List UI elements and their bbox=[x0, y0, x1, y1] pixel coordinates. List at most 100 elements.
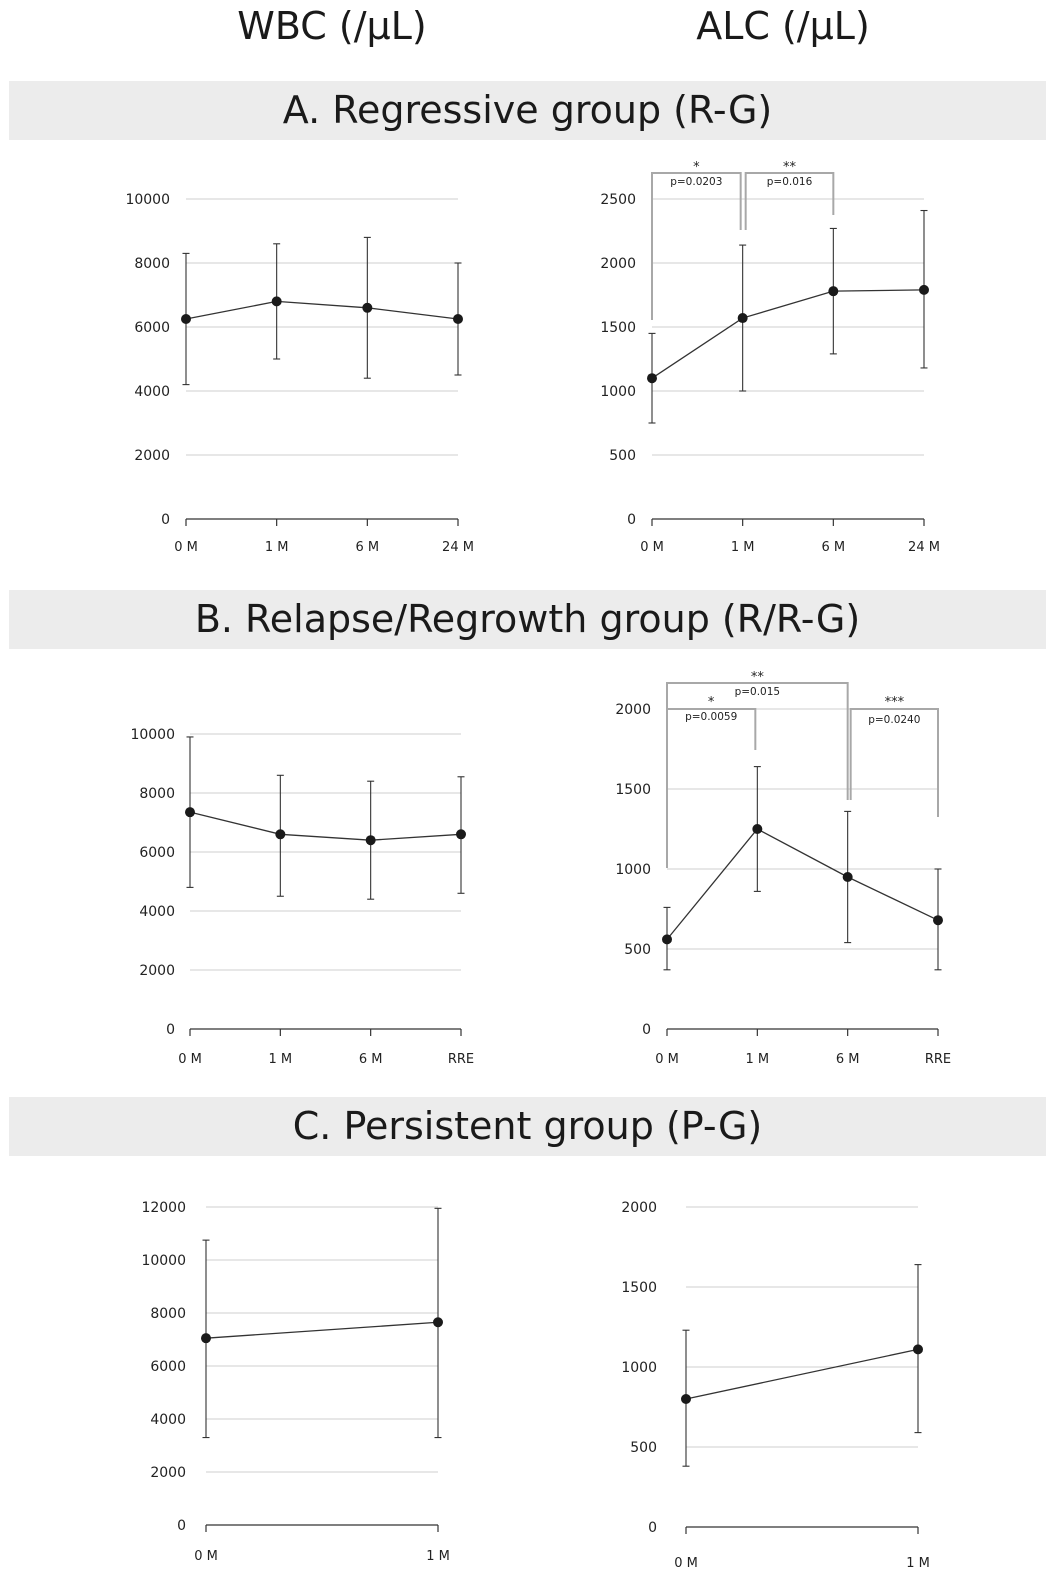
a-wbc-x-tick-label: 6 M bbox=[356, 540, 380, 555]
a-wbc-x-tick-label: 1 M bbox=[265, 540, 289, 555]
c-wbc-series-line bbox=[205, 1321, 439, 1339]
b-alc-data-point bbox=[662, 934, 672, 945]
a-alc-y-tick-label: 2000 bbox=[600, 256, 636, 272]
a-wbc-data-point bbox=[362, 302, 373, 313]
b-wbc-data-point bbox=[275, 829, 286, 840]
c-wbc-data-point bbox=[433, 1317, 443, 1328]
c-wbc-y-tick-label: 10000 bbox=[141, 1253, 186, 1269]
c-alc-series-line bbox=[685, 1348, 919, 1400]
a-alc-data-point bbox=[828, 286, 839, 297]
a-wbc-y-tick-label: 8000 bbox=[134, 256, 170, 272]
b-alc-data-point bbox=[842, 872, 853, 882]
b-wbc-data-point bbox=[185, 807, 195, 818]
b-wbc-x-tick-label: RRE bbox=[448, 1052, 474, 1067]
a-alc-data-point bbox=[919, 284, 929, 295]
a-alc-x-tick-label: 6 M bbox=[822, 540, 846, 555]
c-alc-x-tick-label: 1 M bbox=[906, 1556, 930, 1571]
b-alc-significance-stars: ** bbox=[751, 670, 765, 685]
c-alc-y-tick-label: 2000 bbox=[621, 1200, 657, 1216]
group-b-title: B. Relapse/Regrowth group (R/R-G) bbox=[9, 590, 1046, 649]
a-wbc-y-tick-label: 10000 bbox=[125, 192, 170, 208]
b-alc-significance-bracket bbox=[666, 682, 849, 868]
a-alc-significance-bracket bbox=[651, 172, 742, 320]
a-alc-x-tick-label: 0 M bbox=[640, 540, 664, 555]
a-alc-significance-stars: ** bbox=[783, 160, 797, 175]
a-wbc-y-tick-label: 4000 bbox=[134, 384, 170, 400]
a-wbc-y-tick-label: 6000 bbox=[134, 320, 170, 336]
b-wbc-x-tick-label: 0 M bbox=[178, 1052, 202, 1067]
c-wbc-data-point bbox=[201, 1333, 211, 1344]
a-wbc-y-tick-label: 2000 bbox=[134, 448, 170, 464]
a-wbc-series-line bbox=[185, 300, 459, 320]
b-alc-y-tick-label: 2000 bbox=[615, 702, 651, 718]
b-alc-significance-p-value: p=0.0059 bbox=[685, 711, 737, 723]
c-wbc-y-tick-label: 0 bbox=[177, 1518, 186, 1534]
b-alc-x-tick-label: 1 M bbox=[746, 1052, 770, 1067]
a-alc-x-tick-label: 1 M bbox=[731, 540, 755, 555]
c-alc-y-tick-label: 500 bbox=[630, 1440, 657, 1456]
wbc-column-title: WBC (/μL) bbox=[237, 4, 427, 48]
c-alc-y-tick-label: 1000 bbox=[621, 1360, 657, 1376]
c-alc-y-tick-label: 1500 bbox=[621, 1280, 657, 1296]
b-alc-significance-p-value: p=0.0240 bbox=[868, 714, 920, 726]
b-wbc-x-tick-label: 6 M bbox=[359, 1052, 383, 1067]
b-alc-y-tick-label: 0 bbox=[642, 1022, 651, 1038]
a-alc-data-point bbox=[647, 373, 657, 384]
a-alc-significance-bracket bbox=[744, 172, 835, 230]
b-alc-x-tick-label: 0 M bbox=[655, 1052, 679, 1067]
b-alc-data-point bbox=[752, 824, 763, 834]
b-wbc-y-tick-label: 10000 bbox=[130, 727, 175, 743]
c-alc-x-tick-label: 0 M bbox=[674, 1556, 698, 1571]
a-wbc-x-tick-label: 0 M bbox=[174, 540, 198, 555]
b-alc-data-point bbox=[933, 915, 943, 926]
b-wbc-y-tick-label: 0 bbox=[166, 1022, 175, 1038]
a-wbc-x-tick-label: 24 M bbox=[442, 540, 474, 555]
c-wbc-x-tick-label: 0 M bbox=[194, 1549, 218, 1564]
alc-column-title: ALC (/μL) bbox=[696, 4, 870, 48]
a-alc-y-tick-label: 0 bbox=[627, 512, 636, 528]
b-wbc-data-point bbox=[456, 829, 466, 840]
b-wbc-y-tick-label: 2000 bbox=[139, 963, 175, 979]
a-wbc-y-tick-label: 0 bbox=[161, 512, 170, 528]
b-alc-y-tick-label: 1500 bbox=[615, 782, 651, 798]
b-alc-series-line bbox=[666, 828, 939, 940]
c-wbc-y-tick-label: 4000 bbox=[150, 1412, 186, 1428]
b-alc-y-tick-label: 500 bbox=[624, 942, 651, 958]
a-alc-series-line bbox=[651, 289, 925, 379]
a-alc-significance-stars: * bbox=[693, 160, 700, 175]
b-wbc-y-tick-label: 6000 bbox=[139, 845, 175, 861]
a-alc-y-tick-label: 1500 bbox=[600, 320, 636, 336]
c-wbc-y-tick-label: 2000 bbox=[150, 1465, 186, 1481]
a-alc-significance-p-value: p=0.016 bbox=[767, 176, 813, 188]
c-wbc-y-tick-label: 8000 bbox=[150, 1306, 186, 1322]
b-alc-y-tick-label: 1000 bbox=[615, 862, 651, 878]
b-alc-significance-stars: *** bbox=[885, 695, 905, 710]
c-wbc-y-tick-label: 12000 bbox=[141, 1200, 186, 1216]
b-wbc-series-line bbox=[189, 811, 462, 841]
c-alc-data-point bbox=[681, 1394, 691, 1404]
a-alc-significance-p-value: p=0.0203 bbox=[670, 176, 722, 188]
a-alc-data-point bbox=[737, 313, 748, 324]
b-alc-significance-p-value: p=0.015 bbox=[735, 686, 781, 698]
b-alc-significance-bracket bbox=[849, 708, 939, 817]
b-wbc-y-tick-label: 8000 bbox=[139, 786, 175, 802]
a-alc-y-tick-label: 2500 bbox=[600, 192, 636, 208]
b-alc-x-tick-label: RRE bbox=[925, 1052, 951, 1067]
c-alc-y-tick-label: 0 bbox=[648, 1520, 657, 1536]
group-a-title: A. Regressive group (R-G) bbox=[9, 81, 1046, 140]
b-wbc-x-tick-label: 1 M bbox=[269, 1052, 293, 1067]
a-alc-x-tick-label: 24 M bbox=[908, 540, 940, 555]
b-wbc-data-point bbox=[365, 835, 376, 846]
a-wbc-data-point bbox=[453, 314, 463, 324]
a-wbc-data-point bbox=[181, 314, 191, 324]
b-alc-x-tick-label: 6 M bbox=[836, 1052, 860, 1067]
a-alc-y-tick-label: 1000 bbox=[600, 384, 636, 400]
a-alc-y-tick-label: 500 bbox=[609, 448, 636, 464]
group-c-title: C. Persistent group (P-G) bbox=[9, 1097, 1046, 1156]
c-wbc-x-tick-label: 1 M bbox=[426, 1549, 450, 1564]
b-wbc-y-tick-label: 4000 bbox=[139, 904, 175, 920]
a-wbc-data-point bbox=[271, 296, 282, 307]
b-alc-significance-stars: * bbox=[708, 695, 715, 710]
c-wbc-y-tick-label: 6000 bbox=[150, 1359, 186, 1375]
